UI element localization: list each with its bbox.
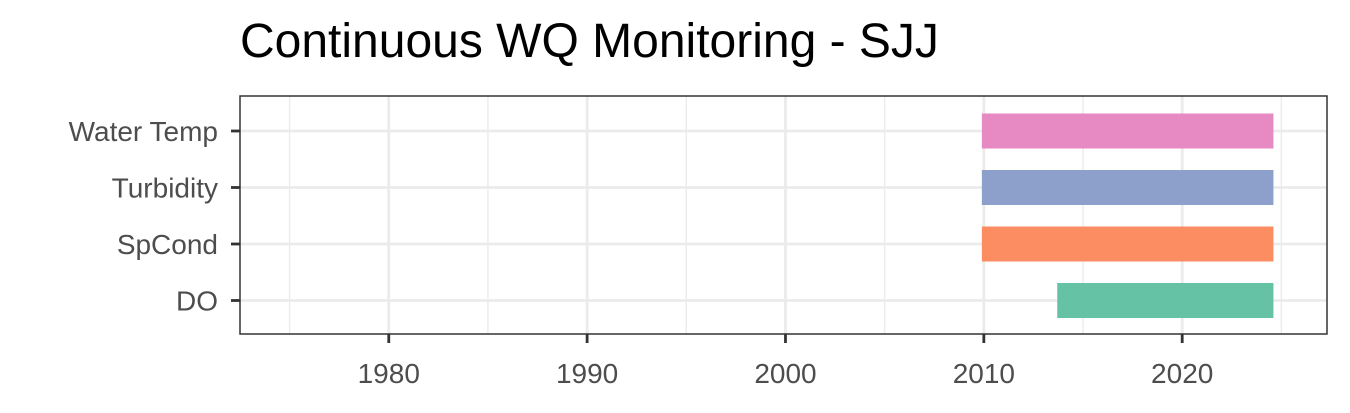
minor-gridlines xyxy=(288,96,1283,334)
bar-do xyxy=(1057,283,1274,318)
y-tick-label: Water Temp xyxy=(69,116,218,147)
chart-title: Continuous WQ Monitoring - SJJ xyxy=(240,15,939,68)
y-tick-label: Turbidity xyxy=(112,173,218,204)
x-tick-label: 2020 xyxy=(1151,358,1213,389)
x-tick-label: 2010 xyxy=(953,358,1015,389)
y-axis: Water Temp Turbidity SpCond DO xyxy=(69,116,240,317)
y-tick-label: DO xyxy=(176,286,218,317)
plot-panel-border xyxy=(239,95,1328,335)
bar-spcond xyxy=(981,226,1274,262)
bar-water-temp xyxy=(981,113,1274,149)
y-tick-label: SpCond xyxy=(117,229,218,260)
x-tick-label: 1990 xyxy=(556,358,618,389)
bar-turbidity xyxy=(981,170,1274,205)
x-tick-label: 1980 xyxy=(358,358,420,389)
x-tick-label: 2000 xyxy=(754,358,816,389)
range-bars xyxy=(981,113,1274,318)
x-axis: 1980 1990 2000 2010 2020 xyxy=(358,334,1213,389)
